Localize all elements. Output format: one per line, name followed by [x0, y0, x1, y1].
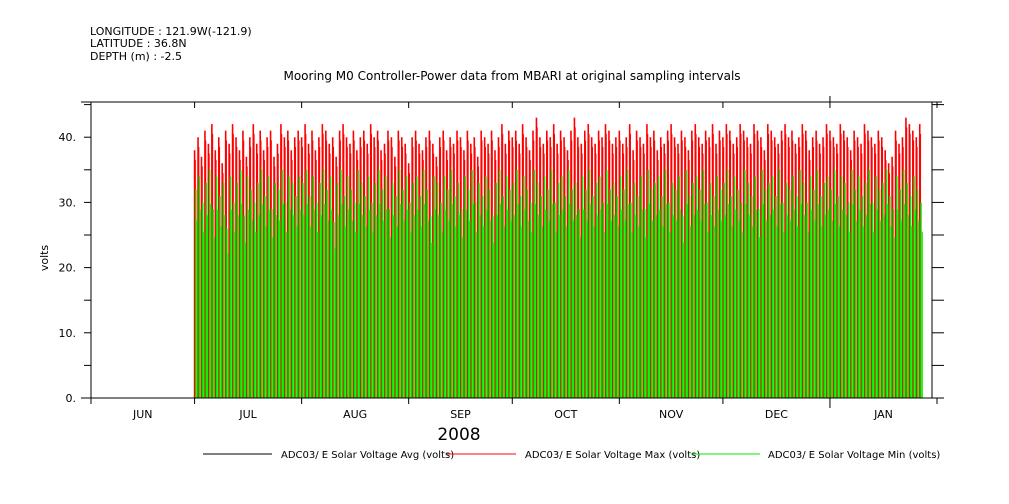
x-tick-label: JUN: [132, 408, 153, 421]
y-tick-label: 30.: [59, 196, 77, 209]
y-axis-label: volts: [38, 245, 51, 272]
x-tick-label: SEP: [450, 408, 471, 421]
x-tick-label: JUL: [238, 408, 257, 421]
legend: ADC03/ E Solar Voltage Avg (volts) ADC03…: [203, 450, 940, 461]
y-tick-label: 20.: [59, 262, 77, 275]
x-axis-year-label: 2008: [437, 425, 480, 445]
depth-label: DEPTH (m) : -2.5: [90, 50, 182, 63]
y-tick-label: 0.: [66, 392, 77, 405]
legend-label-max: ADC03/ E Solar Voltage Max (volts): [525, 450, 700, 461]
x-tick-label: OCT: [554, 408, 577, 421]
chart-title: Mooring M0 Controller-Power data from MB…: [283, 69, 740, 83]
longitude-label: LONGITUDE : 121.9W(-121.9): [90, 25, 252, 38]
x-tick-label: JAN: [873, 408, 893, 421]
legend-label-avg: ADC03/ E Solar Voltage Avg (volts): [281, 450, 454, 461]
x-tick-label: NOV: [659, 408, 684, 421]
legend-label-min: ADC03/ E Solar Voltage Min (volts): [768, 450, 940, 461]
y-tick-label: 40.: [59, 131, 77, 144]
y-tick-label: 10.: [59, 327, 77, 340]
x-tick-label: AUG: [343, 408, 367, 421]
latitude-label: LATITUDE : 36.8N: [90, 37, 187, 50]
x-tick-label: DEC: [765, 408, 788, 421]
